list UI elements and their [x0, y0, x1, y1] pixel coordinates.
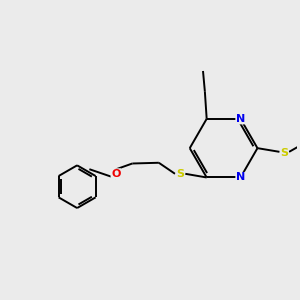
Text: N: N: [236, 114, 245, 124]
Text: S: S: [176, 169, 184, 179]
Text: N: N: [236, 172, 245, 182]
Text: O: O: [111, 169, 121, 179]
Text: S: S: [280, 148, 288, 158]
